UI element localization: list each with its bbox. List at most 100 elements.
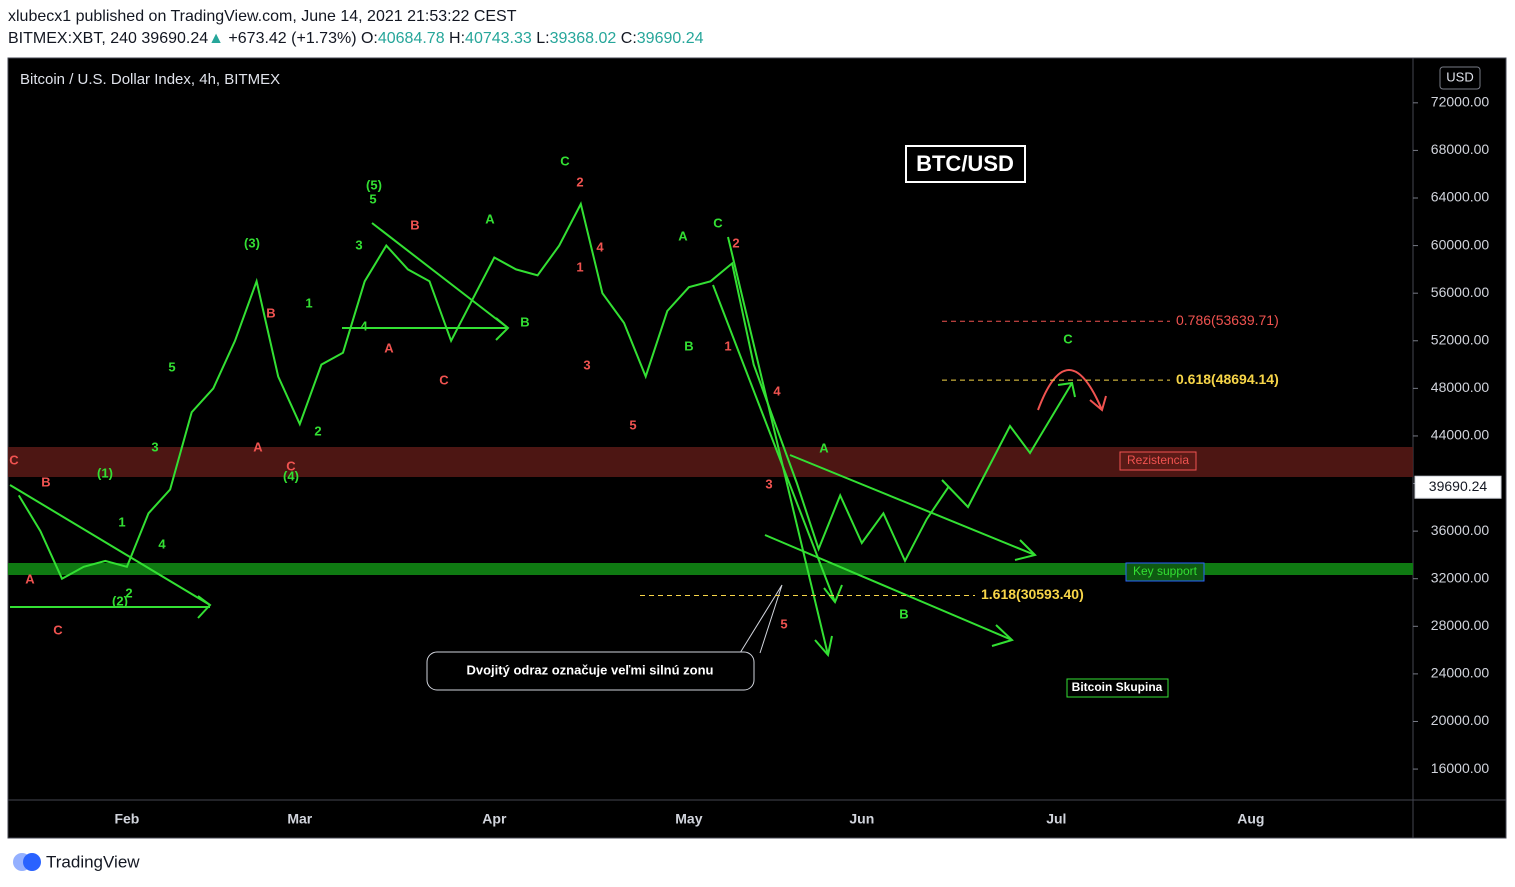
y-tick-label: 28000.00 [1431, 617, 1490, 633]
y-tick-label: 48000.00 [1431, 379, 1490, 395]
arrow-head [1014, 539, 1037, 561]
arrow-head [991, 624, 1014, 647]
wave-label: A [678, 228, 688, 243]
projection [941, 382, 1073, 509]
wave-label: 2 [576, 174, 583, 189]
y-tick-label: 44000.00 [1431, 427, 1490, 443]
trend-line [371, 222, 509, 329]
wave-label: 2 [125, 585, 132, 600]
y-tick-label: 32000.00 [1431, 569, 1490, 585]
wave-label: A [819, 440, 829, 455]
wave-label: (2) [112, 593, 128, 608]
y-tick-label: 20000.00 [1431, 712, 1490, 728]
arrow-head [495, 317, 510, 341]
wave-label: 3 [765, 476, 772, 491]
resistance-zone [8, 447, 1413, 477]
trend-line [789, 454, 1036, 556]
y-tick-label: 56000.00 [1431, 284, 1490, 300]
arrow: ▲ [208, 30, 224, 47]
y-tick-label: 64000.00 [1431, 189, 1490, 205]
x-tick-label: Apr [482, 811, 507, 827]
wave-label: A [485, 211, 495, 226]
y-tick-label: 16000.00 [1431, 760, 1490, 776]
x-tick-label: Mar [287, 811, 312, 827]
logo [23, 853, 41, 871]
last: 39690.24 [141, 30, 208, 47]
wave-label: 4 [360, 318, 368, 333]
arrow-head [823, 584, 843, 604]
close: 39690.24 [637, 30, 704, 47]
fib-label: 0.618(48694.14) [1176, 371, 1279, 387]
wave-label: 3 [151, 439, 158, 454]
change: +673.42 (+1.73%) [228, 30, 356, 47]
y-tick-label: 52000.00 [1431, 331, 1490, 347]
label-box [1125, 562, 1205, 582]
wave-label: 2 [732, 235, 739, 250]
wave-label: 5 [168, 359, 175, 374]
wave-label: (4) [283, 468, 299, 483]
badge: BTC/USD [916, 151, 1014, 176]
label-box [1119, 451, 1197, 471]
price-line [17, 201, 950, 581]
wave-label: B [684, 338, 693, 353]
currency: USD [1446, 69, 1473, 84]
wave-label: C [9, 452, 19, 467]
group-label: Bitcoin Skupina [1072, 680, 1163, 694]
y-tick-label: 36000.00 [1431, 522, 1490, 538]
trend-line [764, 534, 1013, 641]
wave-label: A [253, 439, 263, 454]
open: 40684.78 [378, 30, 445, 47]
wave-label: B [41, 474, 50, 489]
wave-label: 1 [724, 338, 731, 353]
low: 39368.02 [550, 30, 617, 47]
wave-label: C [53, 622, 63, 637]
callout-pointer [739, 584, 783, 654]
wave-label: (3) [244, 235, 260, 250]
wave-label: 1 [576, 259, 583, 274]
wave-label: C [1063, 331, 1073, 346]
support-label: Key support [1133, 564, 1198, 578]
projection-arc [1037, 369, 1107, 412]
y-tick-label: 60000.00 [1431, 236, 1490, 252]
wave-label: 5 [780, 616, 787, 631]
high: 40743.33 [465, 30, 532, 47]
arrow-head [197, 595, 212, 619]
symbol: BITMEX:XBT, 240 [8, 30, 137, 47]
wave-label: 5 [369, 191, 376, 206]
price-tag-label: 39690.24 [1429, 478, 1488, 494]
wave-label: 3 [355, 237, 362, 252]
badge-box [905, 145, 1026, 183]
wave-label: 2 [314, 423, 321, 438]
arrow-head [1057, 381, 1076, 398]
wave-label: 4 [773, 383, 781, 398]
wave-label: B [410, 217, 419, 232]
y-tick-label: 72000.00 [1431, 94, 1490, 110]
x-tick-label: Jun [849, 811, 874, 827]
wave-label: 4 [596, 239, 604, 254]
c-label: C: [621, 30, 637, 47]
o-label: O: [361, 30, 378, 47]
wave-label: C [560, 153, 570, 168]
wave-label: B [899, 606, 908, 621]
trend-line [727, 236, 829, 656]
chart-title: Bitcoin / U.S. Dollar Index, 4h, BITMEX [20, 71, 280, 88]
l-label: L: [536, 30, 549, 47]
fib-label: 1.618(30593.40) [981, 586, 1084, 602]
wave-label: A [25, 571, 35, 586]
x-tick-label: Feb [114, 811, 139, 827]
wave-label: 5 [629, 417, 636, 432]
callout: Dvojitý odraz označuje veľmi silnú zonu [467, 662, 714, 677]
x-tick-label: Jul [1046, 811, 1066, 827]
published: xlubecx1 published on TradingView.com, J… [8, 8, 517, 25]
h-label: H: [449, 30, 465, 47]
wave-label: C [713, 215, 723, 230]
brand: TradingView [46, 852, 140, 871]
quote-line: BITMEX:XBT, 240 39690.24▲ +673.42 (+1.73… [8, 30, 704, 47]
wave-label: C [286, 458, 296, 473]
drawings [9, 222, 1076, 658]
resistance-label: Rezistencia [1127, 453, 1189, 467]
wave-label: B [266, 305, 275, 320]
trend-line [9, 484, 211, 606]
wave-label: 1 [118, 514, 125, 529]
